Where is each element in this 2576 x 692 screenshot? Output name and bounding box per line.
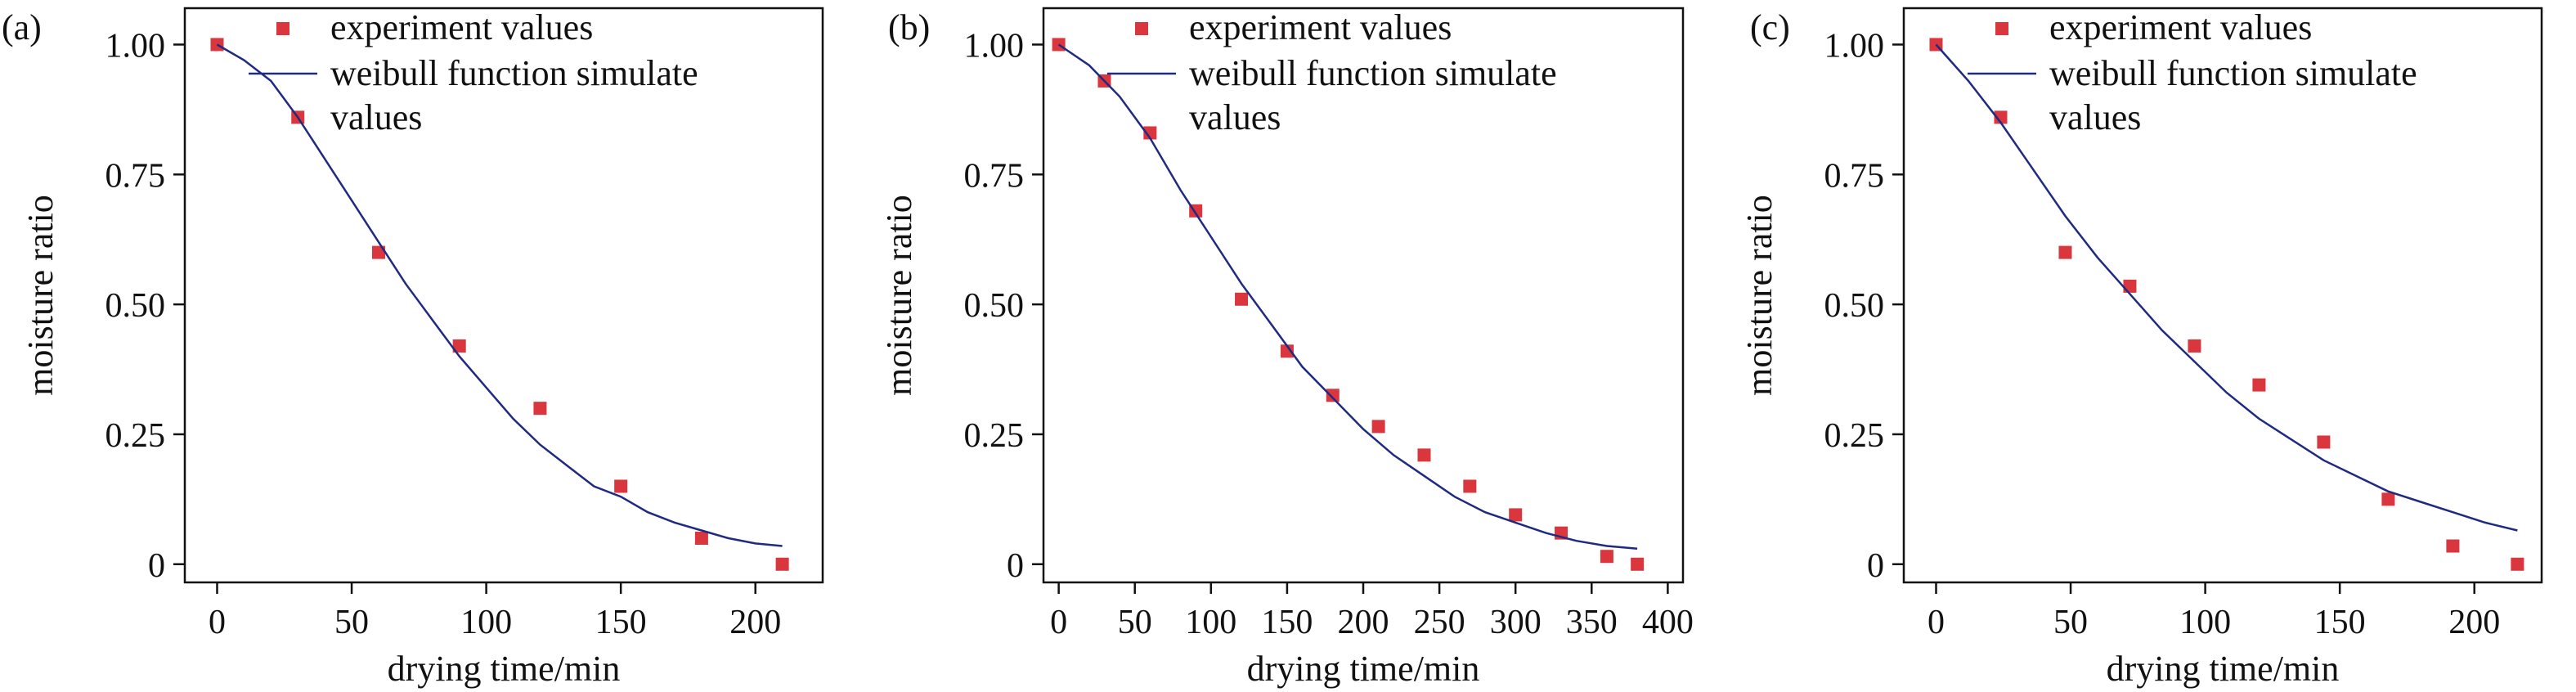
x-tick-label: 150 (595, 604, 647, 641)
y-axis-label: moisture ratio (879, 195, 919, 396)
x-tick-label: 0 (209, 604, 226, 641)
weibull-curve (216, 43, 783, 547)
experiment-point (2317, 435, 2331, 449)
experiment-point (533, 402, 547, 416)
legend-label-experiment: experiment values (2049, 7, 2312, 47)
experiment-point (1417, 448, 1431, 462)
experiment-point (2123, 279, 2137, 293)
weibull-curve (1935, 43, 2518, 532)
panel-label: (a) (2, 7, 42, 47)
experiment-point (694, 532, 708, 545)
plot-frame (1042, 7, 1685, 584)
experiment-point (1235, 292, 1249, 306)
experiment-point (2188, 339, 2201, 353)
x-axis-label: drying time/min (2107, 649, 2340, 689)
y-tick-label: 0 (148, 547, 165, 585)
legend-label-weibull: weibull function simulate (1189, 53, 1557, 93)
plot-frame (1902, 7, 2543, 584)
legend-label-weibull-cont: values (2049, 97, 2141, 137)
y-tick-label: 0.25 (105, 417, 166, 455)
x-tick-label: 250 (1414, 604, 1465, 641)
x-tick-label: 400 (1642, 604, 1694, 641)
y-tick-label: 1.00 (105, 27, 166, 65)
y-tick-label: 0.75 (964, 157, 1025, 195)
experiment-point (1463, 479, 1477, 493)
experiment-point (452, 339, 466, 353)
x-tick-label: 100 (460, 604, 512, 641)
x-tick-label: 200 (2448, 604, 2500, 641)
legend-label-weibull-cont: values (330, 97, 422, 137)
legend-marker (1995, 22, 2008, 35)
experiment-point (775, 557, 789, 571)
x-tick-label: 50 (2053, 604, 2088, 641)
y-tick-label: 0.50 (964, 287, 1025, 325)
legend-marker (1135, 22, 1148, 35)
x-tick-label: 100 (1185, 604, 1236, 641)
experiment-point (2446, 539, 2460, 553)
experiment-point (1280, 344, 1294, 358)
x-tick-label: 200 (1338, 604, 1389, 641)
legend-label-weibull-cont: values (1189, 97, 1281, 137)
x-tick-label: 0 (1050, 604, 1067, 641)
experiment-point (2511, 557, 2524, 571)
experiment-point (371, 245, 385, 259)
experiment-point (2252, 378, 2266, 392)
experiment-point (1509, 508, 1523, 522)
x-tick-label: 350 (1566, 604, 1618, 641)
chart-panel-3: (c) 0 50 100 150 200 0 0.25 0.50 0.75 1.00 drying t… (1739, 7, 2543, 689)
experiment-point (2058, 245, 2072, 259)
legend-label-experiment: experiment values (330, 7, 593, 47)
x-axis-label: drying time/min (1247, 649, 1480, 689)
y-tick-label: 0.75 (105, 157, 166, 195)
y-tick-label: 0.75 (1824, 157, 1885, 195)
x-axis-label: drying time/min (388, 649, 621, 689)
x-tick-label: 50 (1118, 604, 1152, 641)
x-tick-label: 150 (2314, 604, 2366, 641)
y-tick-label: 0 (1007, 547, 1024, 585)
legend-label-experiment: experiment values (1189, 7, 1452, 47)
experiment-point (1143, 126, 1157, 140)
experiment-point (2381, 492, 2395, 506)
x-tick-label: 300 (1490, 604, 1542, 641)
y-tick-label: 0 (1867, 547, 1884, 585)
x-tick-label: 50 (334, 604, 369, 641)
y-tick-label: 0.50 (1824, 287, 1885, 325)
experiment-point (1326, 389, 1340, 402)
weibull-curve (1057, 43, 1638, 550)
legend-label-weibull: weibull function simulate (2049, 53, 2417, 93)
y-axis-label: moisture ratio (1739, 195, 1779, 396)
experiment-point (614, 479, 628, 493)
legend-label-weibull: weibull function simulate (330, 53, 698, 93)
experiment-point (1052, 38, 1066, 52)
chart-panel-2: (b) 0 50 100 150 200 250 300 350 400 0 0.25 0.50 0.75… (879, 7, 1694, 689)
y-axis-label: moisture ratio (20, 195, 61, 396)
x-tick-label: 100 (2179, 604, 2231, 641)
y-tick-label: 1.00 (1824, 27, 1885, 65)
plot-frame (183, 7, 824, 584)
experiment-point (1371, 420, 1385, 434)
experiment-point (1631, 557, 1645, 571)
legend-marker (276, 22, 289, 35)
y-tick-label: 0.50 (105, 287, 166, 325)
y-tick-label: 0.25 (964, 417, 1025, 455)
experiment-point (1994, 110, 2008, 124)
chart-panel-1: (a) 0 50 100 150 200 0 0.25 0.50 0.75 1.00 drying t… (2, 7, 824, 689)
experiment-point (1600, 550, 1613, 564)
y-tick-label: 0.25 (1824, 417, 1885, 455)
x-tick-label: 150 (1261, 604, 1313, 641)
x-tick-label: 200 (729, 604, 781, 641)
experiment-point (210, 38, 224, 52)
panel-label: (b) (888, 7, 930, 47)
x-tick-label: 0 (1928, 604, 1945, 641)
y-tick-label: 1.00 (964, 27, 1025, 65)
panel-label: (c) (1750, 7, 1790, 47)
